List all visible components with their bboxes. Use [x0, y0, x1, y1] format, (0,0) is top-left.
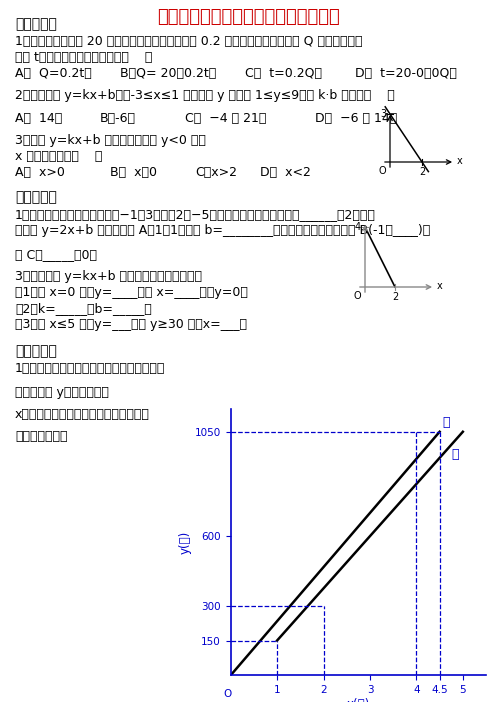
Text: B。-6；: B。-6； [100, 112, 136, 125]
Text: 时间 t（分钟）的函数关系式是（    ）: 时间 t（分钟）的函数关系式是（ ） [15, 51, 152, 64]
Text: 4: 4 [355, 222, 361, 232]
Text: 回答下列问题：: 回答下列问题： [15, 430, 67, 443]
Text: 2: 2 [419, 167, 425, 177]
Text: A。  x>0: A。 x>0 [15, 166, 65, 179]
Text: 3、直线 y=kx+b 的图像如图，当 y<0 时，: 3、直线 y=kx+b 的图像如图，当 y<0 时， [15, 134, 206, 147]
Text: 1、已知一次函数的图象过点（−1，3）与（2，−5），则这个函数的解析式是______。2、若一: 1、已知一次函数的图象过点（−1，3）与（2，−5），则这个函数的解析式是___… [15, 208, 376, 221]
Text: 1、汽车油筱中存油 20 升，做匀速运动每分钟耗油 0.2 升，则油筱中剩余油量 Q （升）与运动: 1、汽车油筱中存油 20 升，做匀速运动每分钟耗油 0.2 升，则油筱中剩余油量… [15, 35, 363, 48]
Text: x: x [437, 281, 443, 291]
Text: 二、填空题: 二、填空题 [15, 190, 57, 204]
Text: 点 C（_____，0）: 点 C（_____，0） [15, 248, 97, 261]
Text: C。  −4 或 21；: C。 −4 或 21； [185, 112, 266, 125]
Text: B。Q= 20－0.2t；: B。Q= 20－0.2t； [120, 67, 216, 80]
Text: x 的取値范围是（    ）: x 的取値范围是（ ） [15, 150, 102, 163]
Text: 甲: 甲 [451, 448, 459, 461]
Text: （2）k=_____，b=_____。: （2）k=_____，b=_____。 [15, 302, 152, 315]
Y-axis label: y(米): y(米) [179, 530, 192, 554]
Text: C。  t=0.2Q；: C。 t=0.2Q； [245, 67, 322, 80]
Text: 三、解答题: 三、解答题 [15, 344, 57, 358]
Text: 《用待定系数法确定一次函数表达式》: 《用待定系数法确定一次函数表达式》 [157, 8, 339, 26]
Text: A。  Q=0.2t；: A。 Q=0.2t； [15, 67, 92, 80]
Text: 2: 2 [392, 292, 398, 302]
Text: 2、一次函数 y=kx+b，当-3≤x≤1 时，对应 y 的値为 1≤y≤9，则 k·b 的値为（    ）: 2、一次函数 y=kx+b，当-3≤x≤1 时，对应 y 的値为 1≤y≤9，则… [15, 89, 395, 102]
Text: O: O [224, 689, 232, 699]
Text: A。  14；: A。 14； [15, 112, 62, 125]
Text: D。  t=20-0。0Q；: D。 t=20-0。0Q； [355, 67, 457, 80]
Text: 次函数 y=2x+b 的图形经过 A（1，1），则 b=________。该函数的图形也经过点 B(-1，____)和: 次函数 y=2x+b 的图形经过 A（1，1），则 b=________。该函数… [15, 224, 430, 237]
Text: O: O [378, 166, 386, 176]
Text: B。  x（0: B。 x（0 [110, 166, 157, 179]
Text: 乙: 乙 [442, 416, 449, 430]
Text: 比赛时路程 y（米）与时间: 比赛时路程 y（米）与时间 [15, 386, 109, 399]
Text: （1）当 x=0 时，y=____。当 x=____时，y=0；: （1）当 x=0 时，y=____。当 x=____时，y=0； [15, 286, 248, 299]
Text: 1、某地举行龙舟比赛。甲、乙两支龙舟队在: 1、某地举行龙舟比赛。甲、乙两支龙舟队在 [15, 362, 165, 375]
Text: x: x [457, 156, 463, 166]
Text: 3、一次函数 y=kx+b 的图象如图，看图填空：: 3、一次函数 y=kx+b 的图象如图，看图填空： [15, 270, 202, 283]
Text: D。  x<2: D。 x<2 [260, 166, 311, 179]
Text: 3: 3 [380, 109, 386, 119]
Text: C。x>2: C。x>2 [195, 166, 237, 179]
Text: 一、选择题: 一、选择题 [15, 17, 57, 31]
Text: D。  −6 或 14；: D。 −6 或 14； [315, 112, 397, 125]
Text: （3）当 x≤5 时，y=___。当 y≥30 时，x=___；: （3）当 x≤5 时，y=___。当 y≥30 时，x=___； [15, 318, 247, 331]
X-axis label: x(分): x(分) [347, 698, 370, 702]
Text: O: O [353, 291, 361, 301]
Text: x（分）之间的函数图象如图．根据图象: x（分）之间的函数图象如图．根据图象 [15, 408, 150, 421]
